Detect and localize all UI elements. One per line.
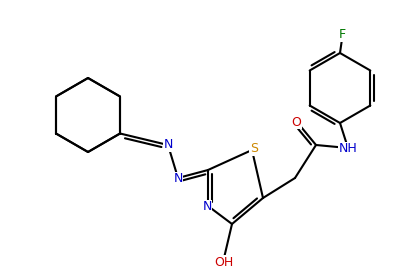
Text: N: N xyxy=(163,138,173,151)
Text: N: N xyxy=(202,201,212,213)
Text: OH: OH xyxy=(214,256,233,268)
Text: N: N xyxy=(173,172,183,186)
Text: S: S xyxy=(250,143,258,155)
Text: F: F xyxy=(338,28,345,42)
Text: NH: NH xyxy=(339,143,357,155)
Text: O: O xyxy=(291,116,301,129)
